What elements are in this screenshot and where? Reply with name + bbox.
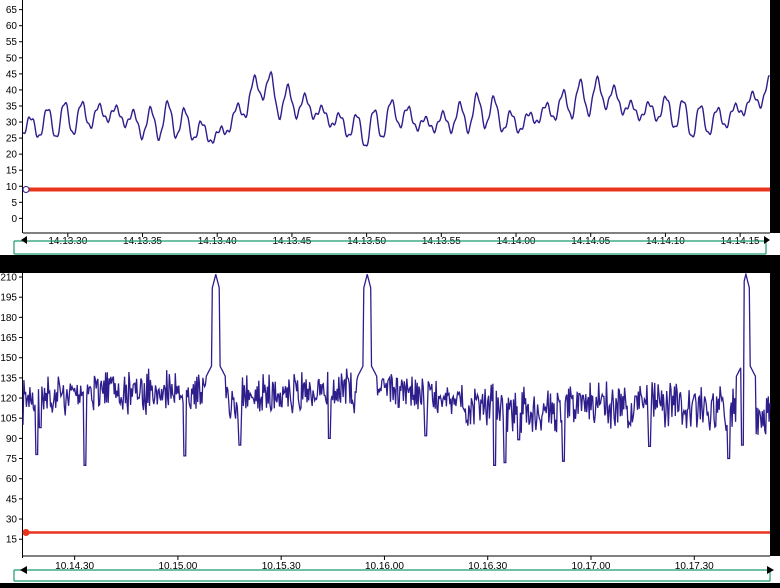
signal-series — [22, 70, 770, 147]
y-tick-label: 165 — [0, 333, 17, 344]
threshold-handle[interactable] — [22, 185, 30, 193]
plot-area — [23, 273, 770, 556]
y-tick-label: 60 — [6, 21, 18, 32]
scrollbar-bottom[interactable] — [13, 566, 774, 582]
x-tick-label: 10.16.00 — [365, 561, 404, 572]
y-tick-label: 45 — [6, 494, 18, 505]
y-tick-label: 60 — [6, 474, 18, 485]
y-tick-label: 30 — [6, 515, 18, 526]
y-tick-label: 50 — [6, 53, 18, 64]
y-tick-label: 0 — [11, 214, 17, 225]
chart-panel-bottom: 210 195 180 165 150 135 120 105 90 75 60 45 30 15 10.… — [0, 256, 780, 583]
y-tick-label: 15 — [6, 535, 18, 546]
y-tick-label: 30 — [6, 118, 18, 129]
y-tick-label: 135 — [0, 373, 17, 384]
x-tick-label: 10.15.00 — [158, 561, 197, 572]
y-tick-label: 75 — [6, 454, 18, 465]
triangle-right-icon[interactable] — [767, 566, 774, 574]
y-tick-label: 25 — [6, 134, 18, 145]
y-tick-label: 105 — [0, 414, 17, 425]
x-tick-label: 10.14.30 — [55, 561, 94, 572]
x-tick-label: 10.17.30 — [675, 561, 714, 572]
y-tick-label: 90 — [6, 434, 18, 445]
y-tick-label: 180 — [0, 313, 17, 324]
x-axis-area — [0, 233, 780, 255]
y-tick-label: 195 — [0, 293, 17, 304]
y-tick-label: 150 — [0, 353, 17, 364]
triangle-right-icon[interactable] — [764, 236, 770, 244]
x-tick-label: 10.17.00 — [572, 561, 611, 572]
y-axis-area — [0, 273, 22, 556]
signal-series — [22, 271, 771, 466]
x-axis: 10.14.30 10.15.00 10.15.30 10.16.00 10.16.30… — [23, 555, 770, 572]
y-tick-label: 15 — [6, 166, 18, 177]
y-tick-label: 10 — [6, 182, 18, 193]
y-tick-label: 20 — [6, 150, 18, 161]
y-axis-area — [0, 0, 22, 233]
x-tick-label: 10.16.30 — [468, 561, 507, 572]
y-tick-label: 35 — [6, 101, 18, 112]
y-tick-label: 55 — [6, 37, 18, 48]
threshold-handle[interactable] — [22, 528, 30, 536]
triangle-left-icon[interactable] — [21, 236, 27, 244]
y-tick-label: 210 — [0, 273, 17, 284]
y-tick-label: 45 — [6, 69, 18, 80]
scrollbar-top[interactable] — [13, 236, 770, 255]
y-tick-label: 5 — [11, 198, 17, 209]
y-tick-label: 120 — [0, 394, 17, 405]
y-axis: 210 195 180 165 150 135 120 105 90 75 60 45 30 15 — [0, 273, 23, 558]
triangle-left-icon[interactable] — [20, 566, 27, 574]
x-tick-label: 10.15.30 — [262, 561, 301, 572]
y-tick-label: 65 — [6, 5, 18, 16]
y-tick-label: 40 — [6, 85, 18, 96]
